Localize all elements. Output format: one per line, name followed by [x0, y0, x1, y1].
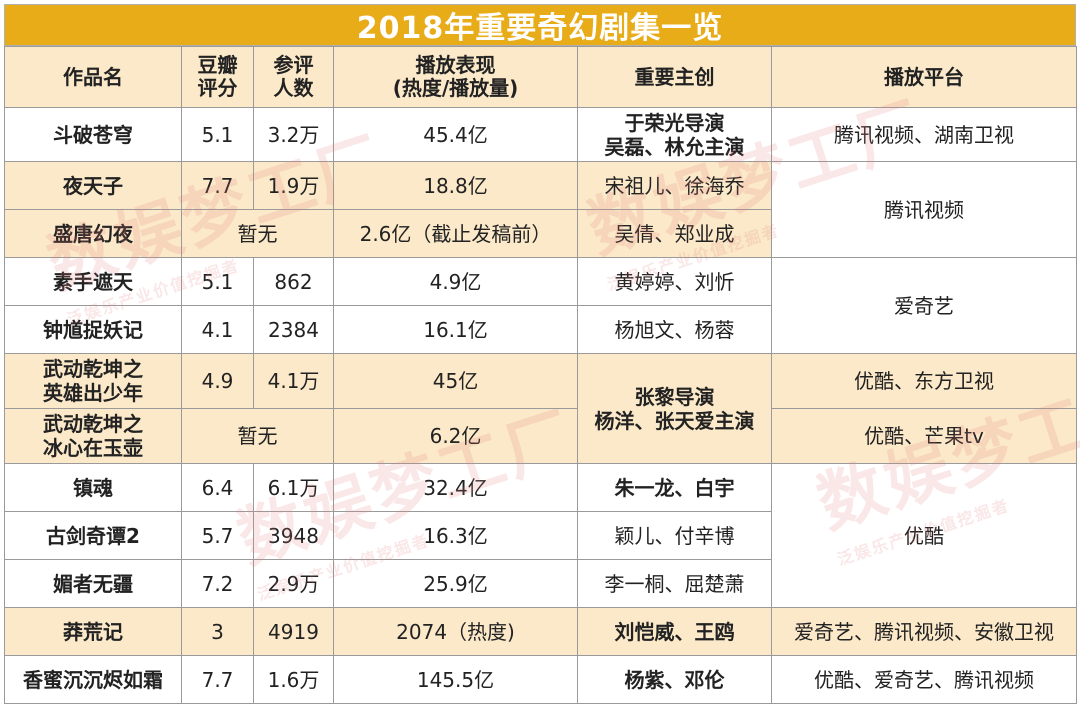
- header-name: 作品名: [4, 46, 182, 108]
- table-row: 古剑奇谭2 5.7 3948 16.3亿 颖儿、付辛博: [4, 511, 1077, 560]
- row-platform: 优酷、芒果tv: [771, 408, 1077, 464]
- header-voters: 参评 人数: [253, 46, 334, 108]
- row-creators: 于荣光导演 吴磊、林允主演: [577, 107, 772, 162]
- row-creators: 朱一龙、白宇: [577, 463, 772, 512]
- table-row: 莽荒记 3 4919 2074（热度) 刘恺威、王鸥 爱奇艺、腾讯视频、安徽卫视: [4, 607, 1077, 656]
- table-title: 2018年重要奇幻剧集一览: [4, 4, 1076, 46]
- table-row: 素手遮天 5.1 862 4.9亿 黄婷婷、刘忻 爱奇艺: [4, 257, 1077, 354]
- row-voters: 1.6万: [253, 655, 334, 704]
- table-row: 香蜜沉沉烬如霜 7.7 1.6万 145.5亿 杨紫、邓伦 优酷、爱奇艺、腾讯视…: [4, 655, 1077, 704]
- table-row: 夜天子 7.7 1.9万 18.8亿 宋祖儿、徐海乔 腾讯视频: [4, 161, 1077, 258]
- row-performance: 18.8亿: [333, 161, 578, 210]
- row-creators: 宋祖儿、徐海乔: [577, 161, 772, 210]
- row-creators: 颖儿、付辛博: [577, 511, 772, 560]
- header-creators: 重要主创: [577, 46, 772, 108]
- row-name: 武动乾坤之 英雄出少年: [4, 353, 182, 409]
- row-creators: 杨旭文、杨蓉: [577, 305, 772, 354]
- row-name: 古剑奇谭2: [4, 511, 182, 560]
- table-container: 2018年重要奇幻剧集一览 作品名 豆瓣 评分 参评 人数 播放表现 (热度/播放量)…: [4, 4, 1080, 704]
- row-score-voters: 暂无: [181, 209, 334, 258]
- row-voters: 4.1万: [253, 353, 334, 409]
- table-row: 武动乾坤之 冰心在玉壶 暂无 6.2亿 优酷、芒果tv: [4, 408, 1077, 464]
- row-score: 7.7: [181, 161, 254, 210]
- row-name: 香蜜沉沉烬如霜: [4, 655, 182, 704]
- row-voters: 862: [253, 257, 334, 306]
- row-score: 5.1: [181, 107, 254, 162]
- row-name: 素手遮天: [4, 257, 182, 306]
- row-platform: 爱奇艺、腾讯视频、安徽卫视: [771, 607, 1077, 656]
- row-platform: 优酷、爱奇艺、腾讯视频: [771, 655, 1077, 704]
- header-row: 作品名 豆瓣 评分 参评 人数 播放表现 (热度/播放量) 重要主创 播放平台: [4, 46, 1077, 108]
- row-performance: 4.9亿: [333, 257, 578, 306]
- row-performance: 6.2亿: [333, 408, 578, 464]
- row-score: 3: [181, 607, 254, 656]
- table-row: 钟馗捉妖记 4.1 2384 16.1亿 杨旭文、杨蓉: [4, 305, 1077, 354]
- row-performance: 16.3亿: [333, 511, 578, 560]
- row-name: 斗破苍穹: [4, 107, 182, 162]
- row-voters: 2384: [253, 305, 334, 354]
- row-creators: 李一桐、屈楚萧: [577, 559, 772, 608]
- row-creators: 吴倩、郑业成: [577, 209, 772, 258]
- table-row: 盛唐幻夜 暂无 2.6亿（截止发稿前） 吴倩、郑业成: [4, 209, 1077, 258]
- row-voters: 1.9万: [253, 161, 334, 210]
- row-performance: 145.5亿: [333, 655, 578, 704]
- row-score: 5.1: [181, 257, 254, 306]
- drama-table: 作品名 豆瓣 评分 参评 人数 播放表现 (热度/播放量) 重要主创 播放平台 斗破苍…: [4, 46, 1077, 704]
- row-platform: 优酷、东方卫视: [771, 353, 1077, 409]
- row-performance: 25.9亿: [333, 559, 578, 608]
- row-score: 4.1: [181, 305, 254, 354]
- row-performance: 16.1亿: [333, 305, 578, 354]
- row-performance: 2074（热度): [333, 607, 578, 656]
- row-score: 5.7: [181, 511, 254, 560]
- header-platform: 播放平台: [771, 46, 1077, 108]
- row-name: 镇魂: [4, 463, 182, 512]
- row-voters: 4919: [253, 607, 334, 656]
- header-score: 豆瓣 评分: [181, 46, 254, 108]
- table-row: 斗破苍穹 5.1 3.2万 45.4亿 于荣光导演 吴磊、林允主演 腾讯视频、湖南…: [4, 107, 1077, 162]
- table-row: 武动乾坤之 英雄出少年 4.9 4.1万 45亿 张黎导演 杨洋、张天爱主演 优酷、…: [4, 353, 1077, 464]
- row-creators: 刘恺威、王鸥: [577, 607, 772, 656]
- table-row: 镇魂 6.4 6.1万 32.4亿 朱一龙、白宇 优酷: [4, 463, 1077, 608]
- row-score: 6.4: [181, 463, 254, 512]
- row-score-voters: 暂无: [181, 408, 334, 464]
- row-creators: 杨紫、邓伦: [577, 655, 772, 704]
- row-score: 7.2: [181, 559, 254, 608]
- row-platform: 爱奇艺: [771, 257, 1077, 354]
- row-name: 钟馗捉妖记: [4, 305, 182, 354]
- row-performance: 45亿: [333, 353, 578, 409]
- row-name: 武动乾坤之 冰心在玉壶: [4, 408, 182, 464]
- row-name: 夜天子: [4, 161, 182, 210]
- row-performance: 45.4亿: [333, 107, 578, 162]
- header-performance: 播放表现 (热度/播放量): [333, 46, 578, 108]
- row-platform: 腾讯视频: [771, 161, 1077, 258]
- row-voters: 6.1万: [253, 463, 334, 512]
- row-name: 莽荒记: [4, 607, 182, 656]
- row-creators: 张黎导演 杨洋、张天爱主演: [577, 353, 772, 464]
- row-platform: 优酷: [771, 463, 1077, 608]
- row-score: 7.7: [181, 655, 254, 704]
- row-voters: 3.2万: [253, 107, 334, 162]
- row-name: 媚者无疆: [4, 559, 182, 608]
- row-name: 盛唐幻夜: [4, 209, 182, 258]
- row-voters: 2.9万: [253, 559, 334, 608]
- row-creators: 黄婷婷、刘忻: [577, 257, 772, 306]
- row-performance: 2.6亿（截止发稿前）: [333, 209, 578, 258]
- row-performance: 32.4亿: [333, 463, 578, 512]
- row-score: 4.9: [181, 353, 254, 409]
- table-row: 媚者无疆 7.2 2.9万 25.9亿 李一桐、屈楚萧: [4, 559, 1077, 608]
- row-voters: 3948: [253, 511, 334, 560]
- row-platform: 腾讯视频、湖南卫视: [771, 107, 1077, 162]
